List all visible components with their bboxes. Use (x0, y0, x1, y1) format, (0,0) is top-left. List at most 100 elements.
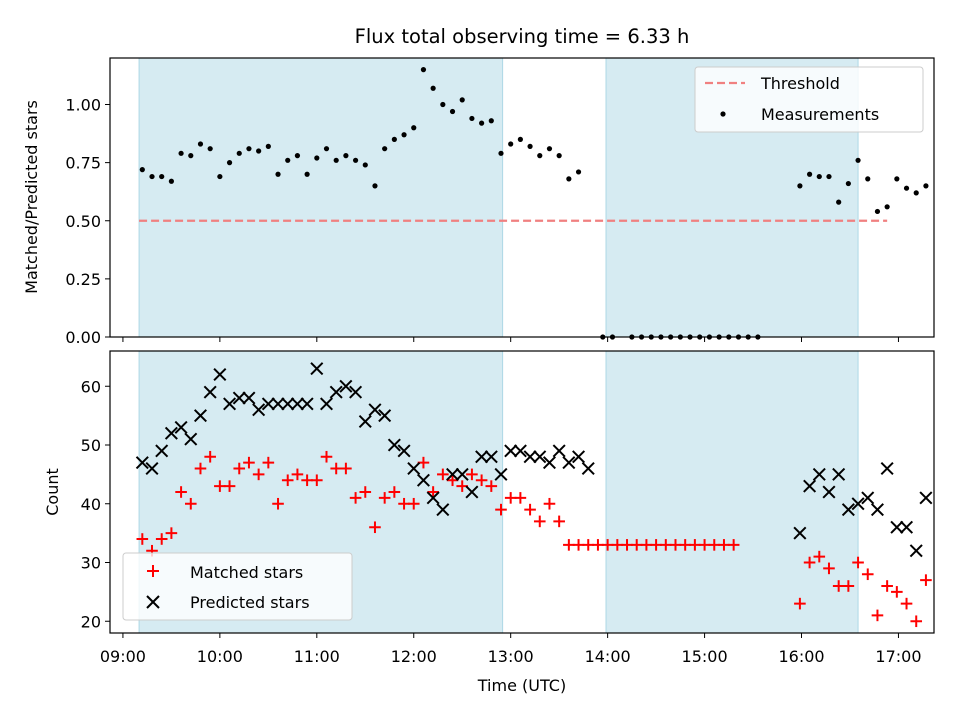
matched-star-point (214, 480, 226, 492)
predicted-marker-b (861, 491, 875, 505)
matched-star-point (601, 539, 614, 551)
measurement-point (246, 146, 252, 152)
matched-star-point (243, 456, 255, 469)
matched-star-point (543, 497, 556, 510)
legend-matched-swatch (147, 565, 159, 577)
measurement-point (527, 143, 533, 149)
matched-star-point (572, 539, 585, 551)
predicted-star-point (475, 450, 489, 464)
predicted-star-point (513, 444, 527, 458)
matched-star-point (437, 468, 449, 481)
predicted-star-point (242, 391, 256, 405)
measurement-point (207, 146, 213, 152)
predicted-star-point (562, 456, 576, 470)
predicted-star-point (407, 461, 421, 476)
measurement-point (188, 153, 194, 159)
bottom-star-points (135, 362, 933, 628)
predicted-marker-b (242, 391, 256, 405)
predicted-marker-b (145, 461, 159, 476)
shaded-interval (605, 350, 859, 634)
predicted-marker-b (841, 503, 855, 517)
matched-star-point (388, 486, 401, 498)
predicted-marker-b (909, 544, 923, 558)
predicted-marker-b (290, 397, 304, 411)
matched-star-point (871, 609, 884, 622)
predicted-star-point (909, 544, 923, 558)
measurement-point (836, 199, 842, 205)
predicted-marker-b (822, 485, 836, 499)
predicted-star-point (465, 485, 479, 499)
predicted-star-point (900, 520, 914, 534)
predicted-star-point (436, 503, 450, 517)
predicted-marker-b (407, 461, 421, 476)
matched-star-point (861, 568, 874, 581)
top-y-ticks: 0.00 0.25 0.50 0.75 1.00 (65, 96, 110, 347)
predicted-marker-b (494, 467, 508, 481)
predicted-marker-b (358, 414, 372, 429)
matched-star-point (900, 597, 913, 610)
matched-star-point (175, 486, 187, 498)
predicted-marker-b (281, 397, 295, 411)
matched-star-point (592, 539, 604, 551)
matched-star-point (813, 550, 826, 563)
x-tick-label: 10:00 (197, 647, 243, 666)
predicted-star-point (552, 444, 566, 458)
bottom-y-tick-label: 50 (81, 436, 101, 455)
predicted-star-point (890, 520, 904, 534)
predicted-star-point (484, 450, 498, 464)
predicted-marker-b (832, 467, 846, 481)
predicted-marker-b (426, 491, 440, 505)
top-axes-frame (109, 57, 935, 338)
predicted-marker-b (542, 456, 556, 470)
predicted-marker-b (475, 450, 489, 464)
measurement-point (323, 146, 330, 152)
top-x-ticks (122, 337, 899, 342)
legend-matched-label: Matched stars (190, 563, 303, 582)
measurement-point (923, 183, 929, 189)
bottom-axes-frame (109, 350, 935, 634)
matched-star-point (514, 492, 527, 504)
matched-star-point (252, 468, 265, 481)
predicted-marker-b (310, 362, 324, 376)
matched-star-point (524, 503, 536, 516)
x-tick-label: 09:00 (100, 647, 146, 666)
measurement-point (420, 67, 427, 73)
measurement-point (826, 173, 832, 180)
predicted-marker-b (851, 497, 865, 511)
measurement-point (546, 146, 553, 152)
predicted-marker-b (900, 520, 914, 534)
top-y-tick-label: 1.00 (65, 96, 101, 115)
predicted-star-point (281, 397, 295, 411)
matched-star-point (417, 456, 430, 469)
matched-star-point (369, 521, 381, 534)
x-tick-label: 11:00 (294, 647, 340, 666)
measurement-point (517, 136, 523, 142)
measurement-point (382, 146, 388, 152)
legend-predicted-label: Predicted stars (190, 593, 310, 612)
matched-star-point (223, 480, 236, 492)
matched-star-point (718, 539, 730, 551)
predicted-marker-b (523, 450, 537, 464)
top-legend-box (694, 66, 924, 133)
measurement-point (352, 157, 359, 163)
bottom-y-ticks: 20 30 40 50 60 (81, 377, 110, 631)
predicted-star-point (145, 461, 159, 476)
matched-star-point (679, 539, 691, 551)
predicted-marker-b (416, 473, 430, 487)
legend-measurements-swatch (720, 111, 726, 117)
matched-star-point (823, 562, 835, 575)
matched-star-point (708, 539, 721, 551)
predicted-marker-b (484, 450, 498, 464)
predicted-star-point (542, 456, 556, 470)
matched-star-point (466, 468, 478, 481)
predicted-marker-b (232, 391, 246, 405)
predicted-star-point (841, 503, 855, 517)
legend-predicted-swatch (146, 595, 160, 609)
bottom-y-tick-label: 40 (81, 495, 101, 514)
shaded-interval (138, 57, 504, 338)
predicted-star-point (193, 409, 207, 423)
matched-star-point (311, 474, 323, 487)
matched-star-point (291, 468, 304, 481)
matched-star-point (233, 462, 246, 475)
measurement-point (372, 183, 378, 189)
